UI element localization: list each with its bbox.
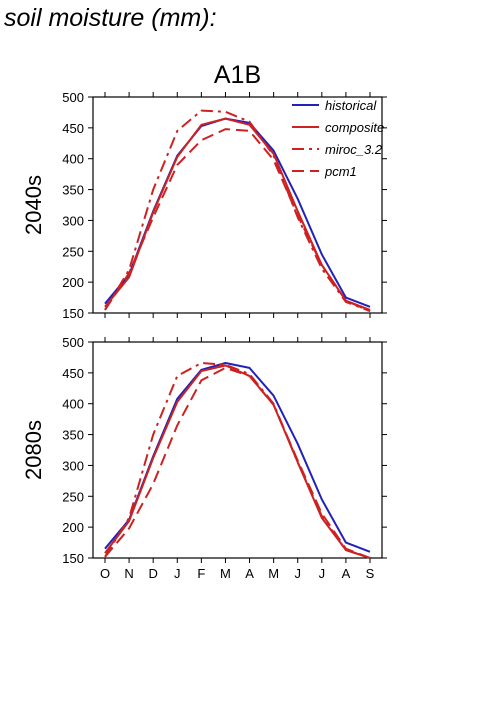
legend-label: composite (325, 120, 384, 135)
y-tick-label: 450 (62, 121, 84, 136)
y-tick-label: 200 (62, 520, 84, 535)
x-tick-label: S (366, 566, 375, 581)
x-tick-label: M (268, 566, 279, 581)
figure-title: soil moisture (mm): (4, 4, 217, 32)
series-line-pcm1 (104, 366, 371, 559)
row-label: 2040s (21, 175, 46, 235)
series-line-miroc-3-2 (104, 362, 371, 559)
series-line-pcm1 (104, 128, 371, 313)
legend-label: pcm1 (324, 164, 357, 179)
plot-frame (92, 341, 383, 559)
panel-title: A1B (214, 61, 261, 89)
y-tick-label: 250 (62, 244, 84, 259)
y-tick-label: 350 (62, 183, 84, 198)
y-tick-label: 150 (62, 551, 84, 566)
plot-frame (92, 96, 383, 314)
series-line-miroc-3-2 (104, 109, 371, 313)
y-tick-label: 300 (62, 458, 84, 473)
y-tick-label: 400 (62, 152, 84, 167)
x-tick-label: J (319, 566, 326, 581)
y-tick-label: 300 (62, 213, 84, 228)
series-line-composite (104, 117, 371, 311)
y-tick-label: 500 (62, 335, 84, 350)
y-tick-label: 400 (62, 397, 84, 412)
x-tick-label: J (174, 566, 181, 581)
legend-label: miroc_3.2 (325, 142, 383, 157)
y-tick-label: 200 (62, 275, 84, 290)
series-line-historical (104, 362, 371, 553)
y-tick-label: 500 (62, 90, 84, 105)
y-tick-label: 450 (62, 366, 84, 381)
row-label: 2080s (21, 420, 46, 480)
x-tick-label: M (220, 566, 231, 581)
y-tick-label: 150 (62, 306, 84, 321)
series-line-composite (104, 364, 371, 559)
x-tick-label: A (245, 566, 254, 581)
y-tick-label: 250 (62, 489, 84, 504)
y-tick-label: 350 (62, 428, 84, 443)
legend-label: historical (325, 98, 377, 113)
x-tick-label: N (124, 566, 133, 581)
x-tick-label: F (197, 566, 205, 581)
x-tick-label: J (294, 566, 301, 581)
x-tick-label: O (100, 566, 110, 581)
panel-2040s: 150 200 250 300 350 400 450 500 A1B 2040s historic… (21, 61, 387, 321)
x-tick-label: A (342, 566, 351, 581)
x-tick-label: D (148, 566, 157, 581)
